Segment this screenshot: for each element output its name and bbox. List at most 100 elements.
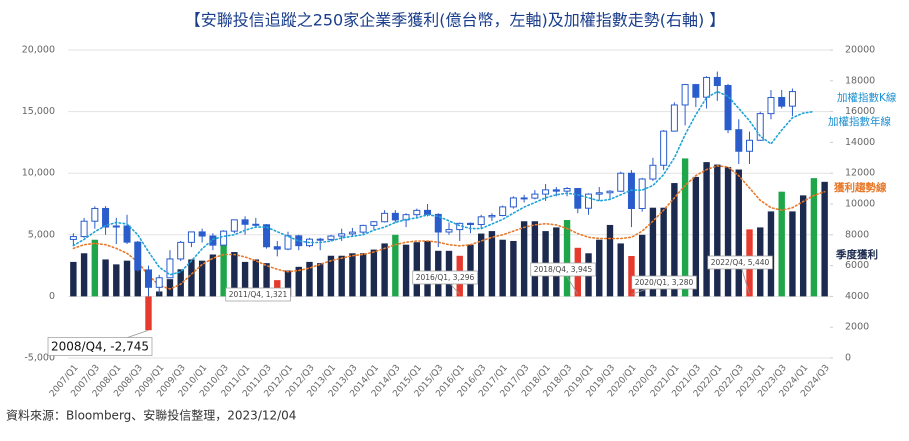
- candle-body: [488, 215, 496, 218]
- bar: [327, 255, 335, 297]
- candle-body: [542, 189, 550, 195]
- bar: [392, 234, 399, 297]
- y-tick-label: 5,000: [28, 229, 55, 240]
- bar: [477, 233, 485, 297]
- callout: 2016/Q1, 3,296: [412, 270, 478, 285]
- candle-body: [520, 197, 528, 200]
- candle-body: [209, 235, 217, 246]
- bar: [317, 263, 324, 297]
- bar: [724, 167, 732, 297]
- callout: 2018/Q4, 3,945: [530, 262, 596, 277]
- source-note: 資料來源：Bloomberg、安聯投信整理，2023/12/04: [6, 408, 296, 423]
- bar: [166, 279, 174, 297]
- candle-body: [767, 96, 775, 115]
- bar: [252, 259, 260, 297]
- candle-body: [155, 277, 163, 288]
- candle-body: [424, 209, 432, 215]
- candle-body: [80, 220, 88, 238]
- y-tick-label: 0: [49, 291, 55, 302]
- bar: [177, 269, 184, 297]
- bar: [799, 195, 807, 297]
- y2-tick-label: 8000: [845, 229, 869, 240]
- trend-line: [72, 90, 815, 276]
- bar: [209, 254, 217, 297]
- candle-body: [606, 190, 614, 194]
- bar: [220, 244, 227, 297]
- bar: [810, 178, 818, 297]
- y2-tick-label: 20000: [845, 45, 875, 56]
- candle-body: [531, 193, 539, 199]
- candle-body: [617, 172, 625, 192]
- bar: [198, 260, 206, 297]
- candle-body: [660, 130, 668, 166]
- trend-line: [72, 164, 826, 290]
- callout-box: [530, 262, 596, 277]
- y2-tick-label: 12000: [845, 168, 875, 179]
- bar: [553, 227, 560, 297]
- candle-body: [552, 189, 560, 192]
- bar: [617, 243, 624, 297]
- bar: [499, 239, 506, 297]
- bar: [123, 260, 131, 297]
- candle-body: [348, 231, 356, 235]
- value-label: 2016/Q1, 3,296: [416, 273, 475, 282]
- bar: [692, 176, 700, 297]
- candle-body: [499, 206, 507, 217]
- candle-body: [670, 104, 678, 132]
- bar: [188, 259, 195, 297]
- candle-body: [241, 219, 249, 225]
- candle-body: [198, 231, 206, 237]
- candle-body: [638, 178, 646, 209]
- candle-body: [123, 225, 131, 243]
- y-tick-label: 10,000: [22, 168, 55, 179]
- candle-body: [102, 207, 110, 228]
- bar: [735, 169, 742, 297]
- callout-box: [412, 270, 478, 285]
- bar: [91, 239, 99, 297]
- bar: [231, 252, 238, 297]
- candle-body: [574, 188, 582, 209]
- y2-tick-label: 6000: [845, 260, 869, 271]
- y2-tick-label: 0: [845, 353, 851, 364]
- value-label: 2011/Q4, 1,321: [229, 290, 288, 299]
- bar: [681, 158, 689, 297]
- candle-body: [445, 229, 453, 233]
- value-label: 2022/Q4, 5,440: [711, 258, 770, 267]
- candle-body: [252, 223, 260, 226]
- bar: [295, 266, 302, 297]
- candle-body: [284, 235, 292, 250]
- callout-box: [631, 275, 697, 290]
- candle-body: [724, 85, 732, 131]
- bar: [263, 263, 270, 297]
- bar: [488, 231, 496, 297]
- candle-body: [434, 213, 442, 233]
- bar: [338, 255, 345, 297]
- candle-body: [563, 188, 571, 192]
- candle-body: [134, 241, 142, 271]
- value-label: 2008/Q4, -2,745: [51, 340, 149, 354]
- candle-body: [735, 129, 743, 152]
- bar: [349, 253, 356, 297]
- candle-body: [413, 209, 421, 216]
- y2-tick-label: 18000: [845, 75, 875, 86]
- bar: [241, 261, 249, 297]
- bar: [402, 244, 410, 297]
- candle-body: [466, 222, 474, 226]
- bar: [671, 183, 678, 297]
- candle-body: [370, 221, 378, 226]
- callout-box: [47, 337, 153, 356]
- y2-tick-label: 16000: [845, 106, 875, 117]
- bar: [531, 221, 539, 297]
- bar: [767, 211, 775, 297]
- y2-tick-label: 10000: [845, 199, 875, 210]
- bar: [413, 242, 421, 297]
- bar: [70, 261, 77, 297]
- candle-body: [220, 230, 228, 246]
- callout: 2011/Q4, 1,321: [225, 287, 291, 302]
- legend-trend: 獲利趨勢線: [834, 181, 887, 194]
- candle-body: [477, 216, 485, 226]
- bar: [649, 207, 657, 297]
- candle-body: [166, 258, 174, 279]
- candle-body: [316, 238, 324, 241]
